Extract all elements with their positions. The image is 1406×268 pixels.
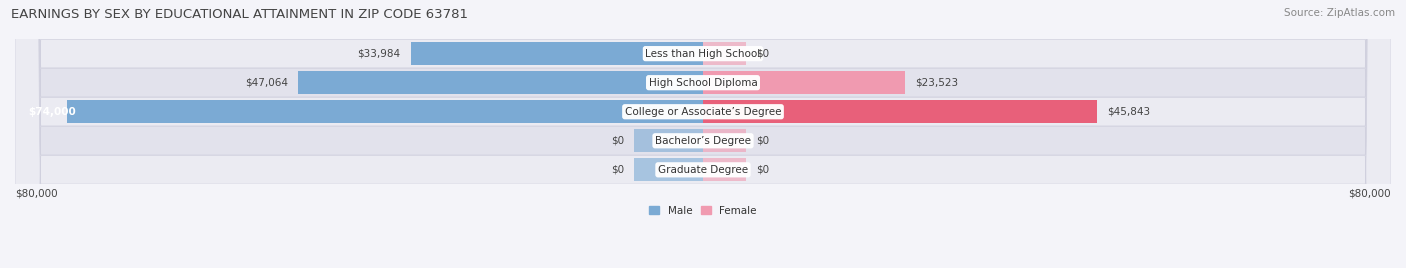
Bar [703, 42, 747, 65]
Text: $74,000: $74,000 [28, 107, 76, 117]
Bar [703, 129, 747, 152]
Text: $33,984: $33,984 [357, 49, 401, 59]
Text: $47,064: $47,064 [245, 78, 288, 88]
Legend: Male, Female: Male, Female [645, 202, 761, 220]
Bar [703, 158, 747, 181]
FancyBboxPatch shape [15, 0, 1391, 268]
Text: High School Diploma: High School Diploma [648, 78, 758, 88]
Text: $0: $0 [756, 49, 769, 59]
Text: $80,000: $80,000 [15, 189, 58, 199]
Text: Less than High School: Less than High School [645, 49, 761, 59]
Text: $0: $0 [610, 165, 624, 175]
Text: $0: $0 [756, 136, 769, 146]
Bar [703, 71, 905, 94]
Bar [66, 100, 703, 123]
Bar [703, 100, 1097, 123]
Text: Bachelor’s Degree: Bachelor’s Degree [655, 136, 751, 146]
FancyBboxPatch shape [15, 0, 1391, 268]
Bar [298, 71, 703, 94]
Bar [411, 42, 703, 65]
FancyBboxPatch shape [15, 0, 1391, 268]
Text: $23,523: $23,523 [915, 78, 959, 88]
Text: $45,843: $45,843 [1108, 107, 1150, 117]
Text: $0: $0 [610, 136, 624, 146]
Text: Graduate Degree: Graduate Degree [658, 165, 748, 175]
Text: $80,000: $80,000 [1348, 189, 1391, 199]
Text: College or Associate’s Degree: College or Associate’s Degree [624, 107, 782, 117]
Text: Source: ZipAtlas.com: Source: ZipAtlas.com [1284, 8, 1395, 18]
FancyBboxPatch shape [15, 0, 1391, 268]
FancyBboxPatch shape [15, 0, 1391, 268]
Bar [634, 129, 703, 152]
Bar [634, 158, 703, 181]
Text: EARNINGS BY SEX BY EDUCATIONAL ATTAINMENT IN ZIP CODE 63781: EARNINGS BY SEX BY EDUCATIONAL ATTAINMEN… [11, 8, 468, 21]
Text: $0: $0 [756, 165, 769, 175]
